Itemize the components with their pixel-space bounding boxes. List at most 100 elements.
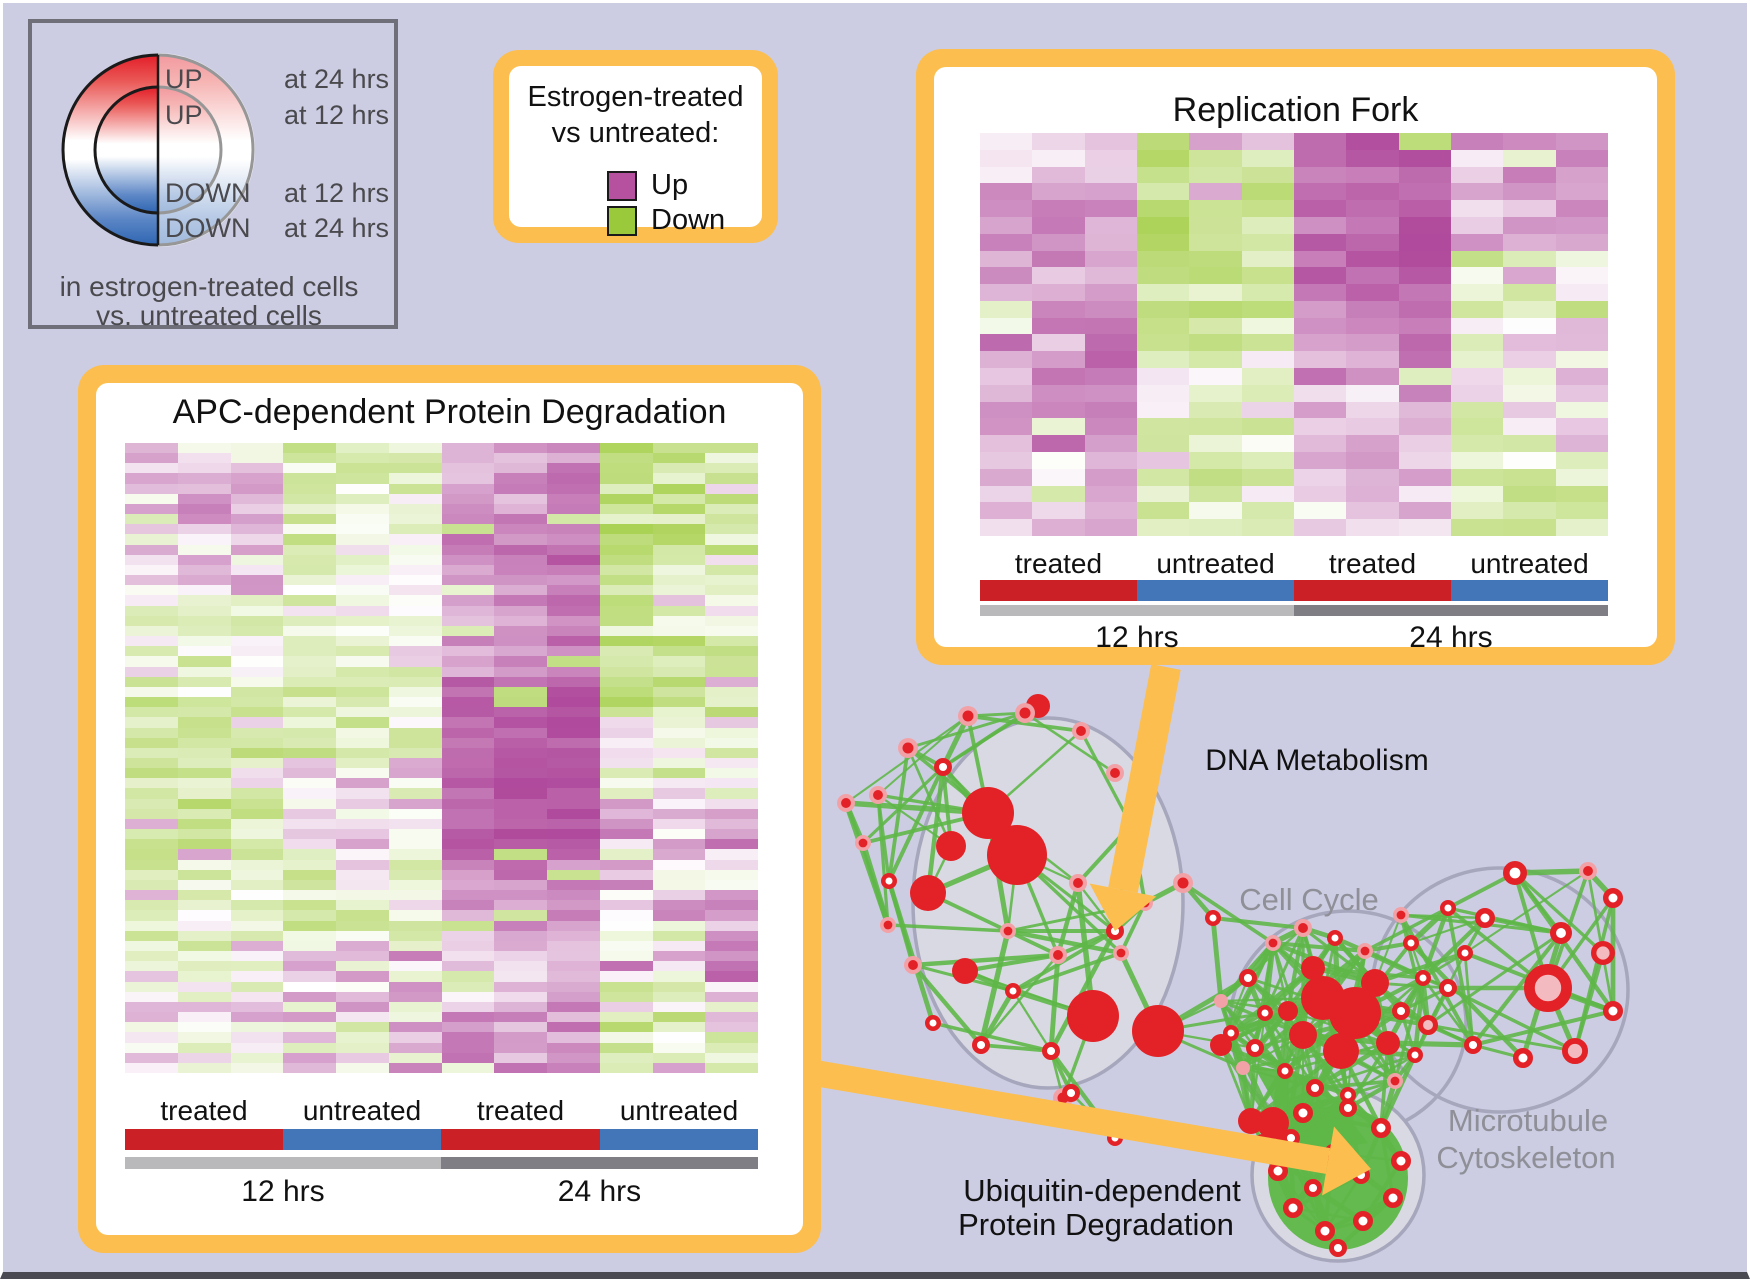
heatmap-cell (652, 443, 706, 454)
heatmap-cell (1293, 300, 1347, 318)
heatmap-cell (125, 981, 178, 992)
heatmap-cell (336, 636, 389, 647)
gene-node-core (1053, 950, 1063, 960)
heatmap-cell (705, 615, 758, 626)
heatmap-cell (230, 910, 284, 921)
heatmap-cell (441, 564, 495, 576)
heatmap-cell (1241, 485, 1294, 503)
heatmap-cell (494, 585, 547, 596)
heatmap-cell (125, 951, 178, 962)
heatmap-cell (705, 493, 758, 504)
heatmap-cell (283, 646, 336, 657)
heatmap-cell (547, 768, 600, 779)
heatmap-cell (441, 605, 495, 616)
heatmap-cell (388, 961, 442, 972)
heatmap-cell (1346, 317, 1399, 335)
heatmap-cell (230, 737, 284, 748)
heatmap-cell (705, 554, 758, 565)
heatmap-cell (388, 879, 442, 891)
gene-node-ring (1407, 1047, 1423, 1063)
legend-row-time: at 12 hrs (284, 100, 390, 130)
heatmap-cell (599, 757, 653, 769)
heatmap-cell (230, 697, 284, 708)
heatmap-cell (494, 493, 547, 504)
heatmap-cell (652, 1022, 706, 1033)
heatmap-cell (441, 524, 495, 535)
gene-node-core (1298, 923, 1308, 933)
network-edge (1263, 927, 1305, 1014)
heatmap-cell (599, 524, 653, 535)
heatmap-cell (599, 575, 653, 586)
heatmap-cell (1241, 133, 1294, 150)
heatmap-cell (336, 839, 389, 850)
heatmap-cell (177, 656, 231, 667)
network-edge (877, 715, 969, 796)
heatmap-cell (1189, 485, 1242, 503)
network-edge (925, 766, 946, 894)
heatmap-cell (1346, 183, 1399, 201)
heatmap-cell (388, 697, 442, 708)
heatmap-cell (705, 595, 758, 606)
gene-node-ring (1351, 1165, 1370, 1184)
gene-node-core (902, 742, 914, 754)
heatmap-cell (705, 951, 758, 962)
rf-group-label: treated (1014, 548, 1103, 579)
heatmap-cell (283, 829, 336, 840)
heatmap-cell (1293, 452, 1347, 469)
network-edge (927, 891, 1059, 957)
heatmap-cell (547, 920, 600, 931)
heatmap-cell (230, 1001, 284, 1013)
heatmap-cell (547, 666, 600, 677)
heatmap-cell (1450, 166, 1504, 184)
gene-node-pink-ring (1524, 964, 1573, 1013)
gene-node-ring (1253, 1133, 1272, 1152)
heatmap-cell (177, 961, 231, 972)
heatmap-cell (388, 869, 442, 880)
heatmap-cell (388, 1001, 442, 1013)
heatmap-cell (652, 676, 706, 687)
network-edge (1212, 916, 1304, 930)
heatmap-cell (388, 991, 442, 1002)
heatmap-cell (177, 808, 231, 819)
heatmap-cell (1136, 519, 1190, 536)
heatmap-cell (599, 544, 653, 555)
heatmap-cell (441, 798, 495, 809)
heatmap-cell (177, 890, 231, 901)
heatmap-cell (599, 625, 653, 637)
heatmap-cell (1450, 519, 1504, 536)
heatmap-cell (1084, 334, 1137, 352)
heatmap-cell (230, 869, 284, 880)
heatmap-cell (1346, 401, 1399, 419)
heatmap-cell (230, 534, 284, 545)
gene-node-core (1116, 948, 1126, 958)
heatmap-cell (230, 747, 284, 758)
heatmap-cell (441, 544, 495, 555)
heatmap-cell (705, 879, 758, 891)
heatmap-cell (980, 401, 1033, 419)
heatmap-cell (1398, 317, 1451, 335)
heatmap-cell (336, 757, 389, 769)
apc-treated-bar-24h (441, 1129, 600, 1150)
heatmap-cell (1136, 133, 1190, 150)
heatmap-cell (388, 981, 442, 992)
heatmap-cell (494, 1032, 547, 1043)
heatmap-cell (652, 808, 706, 819)
heatmap-cell (125, 656, 178, 667)
gene-node-core (1360, 946, 1370, 956)
heatmap-cell (547, 554, 600, 565)
heatmap-cell (1032, 368, 1085, 385)
heatmap-cell (1450, 351, 1504, 369)
heatmap-cell (1450, 300, 1504, 318)
heatmap-cell (705, 514, 758, 525)
network-edge (912, 952, 1059, 968)
heatmap-cell (441, 514, 495, 525)
heatmap-cell (283, 686, 336, 698)
heatmap-cell (494, 900, 547, 911)
heatmap-cell (1032, 149, 1085, 167)
network-edge (907, 711, 1026, 750)
heatmap-cell (494, 717, 547, 728)
heatmap-cell (1084, 250, 1137, 268)
heatmap-cell (441, 707, 495, 718)
heatmap-cell (441, 534, 495, 545)
heatmap-cell (1032, 519, 1085, 536)
